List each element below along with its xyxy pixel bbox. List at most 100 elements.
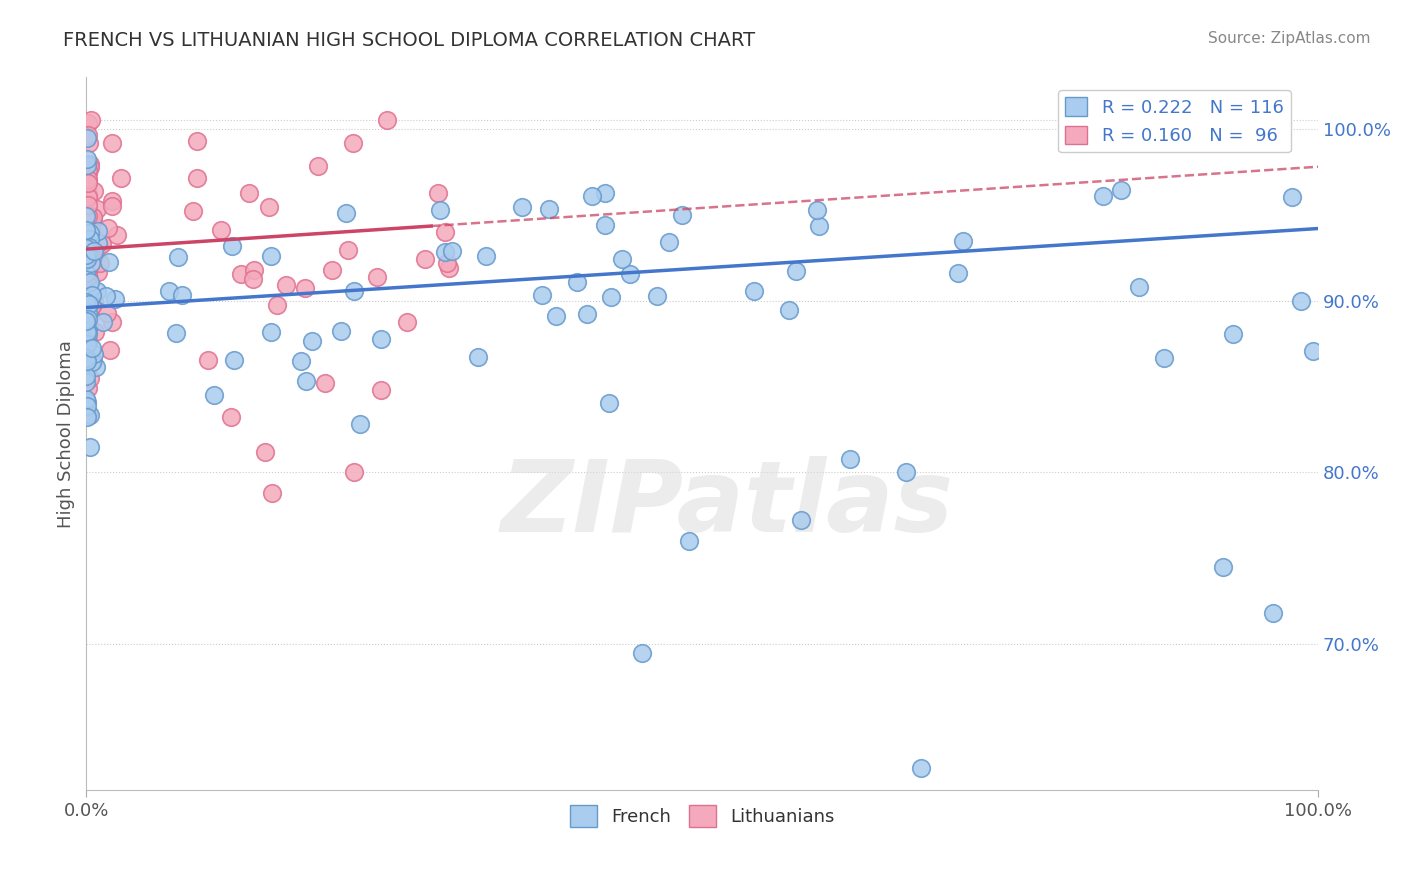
Point (76, 198, 98, 212)
Point (370, 383, 392, 397)
Point (76, 268, 98, 283)
Point (76, 306, 98, 320)
Point (82, 341, 104, 355)
Point (76, 248, 98, 262)
Point (79, 258, 101, 272)
Point (260, 486, 283, 500)
Point (90, 237, 112, 252)
Point (76, 325, 98, 339)
Point (375, 113, 398, 128)
Point (295, 374, 318, 388)
Point (266, 298, 288, 312)
Point (86, 284, 108, 298)
Point (910, 761, 932, 775)
Point (76, 252, 98, 267)
Point (77, 312, 100, 326)
Point (1302, 343, 1324, 358)
Point (76, 268, 98, 282)
Point (77, 321, 100, 335)
Point (76, 336, 98, 351)
Point (436, 256, 458, 270)
Point (1222, 326, 1244, 341)
Point (186, 170, 208, 185)
Point (433, 244, 456, 259)
Point (75, 241, 97, 255)
Point (76, 162, 98, 177)
Point (186, 134, 208, 148)
Point (1153, 351, 1175, 365)
Point (76, 263, 98, 277)
Point (785, 264, 807, 278)
Point (76, 250, 98, 264)
Point (314, 376, 336, 390)
Point (437, 261, 460, 276)
Point (1109, 183, 1132, 197)
Point (76, 300, 98, 314)
Point (76, 190, 98, 204)
Point (75, 295, 97, 310)
Point (75, 243, 97, 257)
Point (96, 221, 118, 235)
Point (238, 186, 260, 200)
Point (79, 157, 101, 171)
Point (1091, 189, 1114, 203)
Point (87, 224, 110, 238)
Point (395, 315, 418, 329)
Point (79, 370, 101, 384)
Point (581, 188, 603, 202)
Point (610, 252, 633, 267)
Point (75, 369, 97, 384)
Point (165, 326, 187, 340)
Point (76, 175, 98, 189)
Point (76, 252, 98, 266)
Point (894, 465, 917, 479)
Point (742, 284, 765, 298)
Point (83, 347, 105, 361)
Point (82, 287, 104, 301)
Point (671, 209, 693, 223)
Point (337, 243, 360, 257)
Point (75, 351, 97, 366)
Point (76, 320, 98, 334)
Point (75, 251, 97, 265)
Point (83, 184, 105, 198)
Point (79, 275, 101, 289)
Y-axis label: High School Diploma: High School Diploma (58, 340, 75, 527)
Point (259, 200, 281, 214)
Point (84, 325, 107, 339)
Point (76, 236, 98, 251)
Point (219, 410, 242, 425)
Point (467, 350, 489, 364)
Point (87, 239, 110, 253)
Point (366, 269, 388, 284)
Point (77, 294, 100, 309)
Point (204, 388, 226, 402)
Point (105, 227, 128, 242)
Point (79, 161, 101, 175)
Point (475, 249, 498, 263)
Point (79, 440, 101, 454)
Point (790, 513, 813, 527)
Point (76, 410, 98, 425)
Point (658, 235, 681, 250)
Point (76, 128, 98, 143)
Point (229, 267, 252, 281)
Point (76, 158, 98, 172)
Point (76, 242, 98, 256)
Point (76, 152, 98, 166)
Point (335, 205, 357, 219)
Point (157, 284, 180, 298)
Point (1128, 280, 1150, 294)
Point (76, 353, 98, 368)
Point (510, 200, 533, 214)
Point (83, 244, 105, 259)
Point (76, 131, 98, 145)
Point (77, 297, 100, 311)
Point (101, 136, 124, 150)
Point (565, 275, 588, 289)
Point (76, 316, 98, 330)
Point (77, 304, 100, 318)
Point (79, 409, 101, 423)
Point (100, 198, 122, 212)
Point (100, 194, 122, 208)
